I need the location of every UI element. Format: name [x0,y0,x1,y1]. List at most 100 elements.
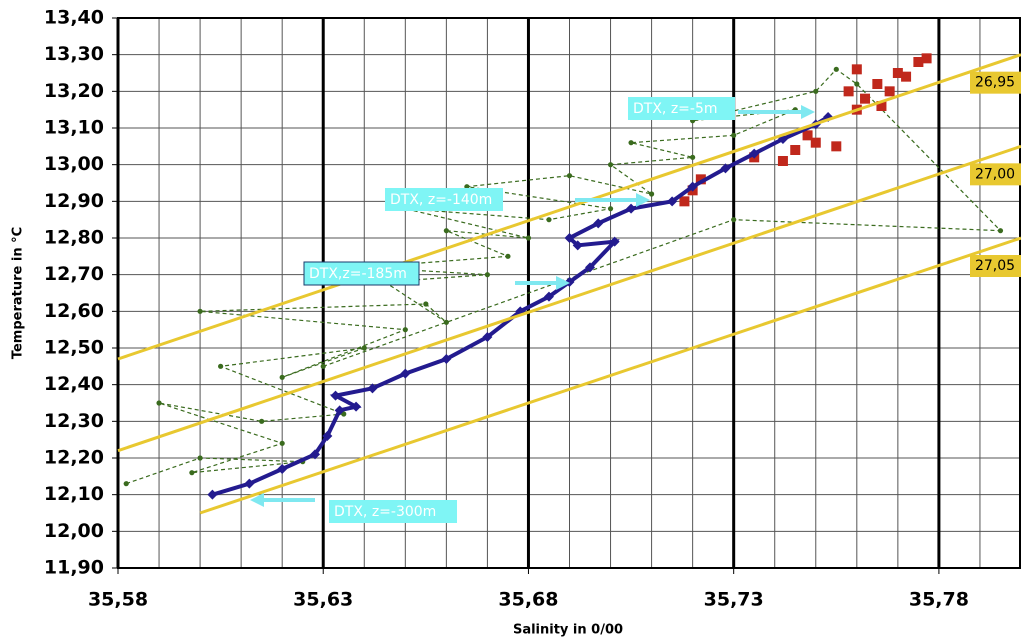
point [860,93,871,104]
point [790,145,801,155]
point [667,196,678,207]
y-tick-label: 12,50 [44,337,104,359]
point [833,66,839,72]
point [322,431,333,441]
point [279,440,285,446]
y-tick-label: 12,80 [44,227,104,249]
point [484,272,491,278]
series-line [211,115,830,497]
point [402,327,408,333]
y-tick-label: 12,00 [44,520,104,542]
series-line [117,53,1021,361]
point [464,184,470,190]
series [207,112,834,500]
point [546,217,552,223]
y-tick-label: 12,60 [44,300,104,322]
point [400,368,411,379]
annotation: DTX, z=-300m [250,493,457,523]
point [997,228,1004,234]
point [687,181,698,192]
point [810,137,821,148]
annotation-box [385,188,503,211]
annotation: DTX,z=-185m [303,261,570,290]
point [543,291,554,302]
point [876,101,887,111]
point [482,332,493,342]
annotation-arrowhead [250,493,264,507]
annotation-arrowhead [636,193,650,207]
series-line [117,144,1021,453]
annotation-arrowhead [801,105,815,119]
point [330,390,341,401]
point [443,228,449,234]
isopycnal-label: 26,95 [975,75,1015,91]
point [831,141,842,152]
y-tick-label: 13,10 [44,117,104,139]
isopycnal-label-box [970,71,1021,94]
annotation-text: DTX, z=-5m [633,101,718,117]
point [244,478,255,489]
point [259,418,265,424]
y-tick-label: 12,10 [44,483,104,505]
x-tick-label: 35,68 [498,589,558,611]
y-tick-label: 13,30 [44,43,104,65]
point [572,240,583,251]
point [731,132,737,138]
x-tick-label: 35,58 [88,589,148,611]
annotation-text: DTX,z=-185m [309,266,407,282]
point [351,401,362,412]
isopycnal-label-box [970,255,1021,277]
point [690,154,696,160]
point [341,411,347,417]
annotation-box [329,500,457,523]
point [207,489,218,500]
point [777,156,788,166]
annotation: DTX, z=-5m [628,97,815,120]
point [361,345,367,351]
y-tick-label: 12,40 [44,373,104,395]
point [197,308,203,314]
point [851,64,862,75]
x-tick-label: 35,78 [909,589,969,611]
point [679,196,690,207]
point [802,130,813,141]
y-tick-label: 12,70 [44,263,104,285]
point [218,363,224,369]
annotation-text: DTX, z=-140m [390,192,492,208]
point [566,173,573,179]
point [884,86,895,97]
point [443,319,449,325]
point [731,217,737,223]
point [749,148,760,159]
annotation-box [303,261,420,286]
point [872,79,883,89]
plot-frame [117,17,1021,569]
y-tick-label: 13,40 [44,7,104,29]
point [628,140,634,146]
series-line [199,236,1021,515]
annotation-text: DTX, z=-300m [334,504,436,520]
point [609,236,620,247]
annotation: DTX, z=-140m [385,188,650,211]
point [843,86,854,97]
point [695,174,706,185]
point [593,218,604,229]
point [921,53,932,64]
annotation-box [628,97,735,120]
point [607,206,614,212]
series: 27,05 [199,236,1021,515]
y-tick-label: 11,90 [44,557,104,579]
x-axis-label: Salinity in 0/00 [513,623,623,638]
point [585,262,596,273]
point [320,363,326,369]
point [197,455,203,461]
isopycnal-label-box [970,163,1021,186]
point [189,470,195,476]
y-tick-label: 13,00 [44,153,104,175]
point [277,464,288,474]
y-tick-label: 12,20 [44,447,104,469]
point [505,253,511,259]
point [813,88,819,94]
point [626,203,637,214]
